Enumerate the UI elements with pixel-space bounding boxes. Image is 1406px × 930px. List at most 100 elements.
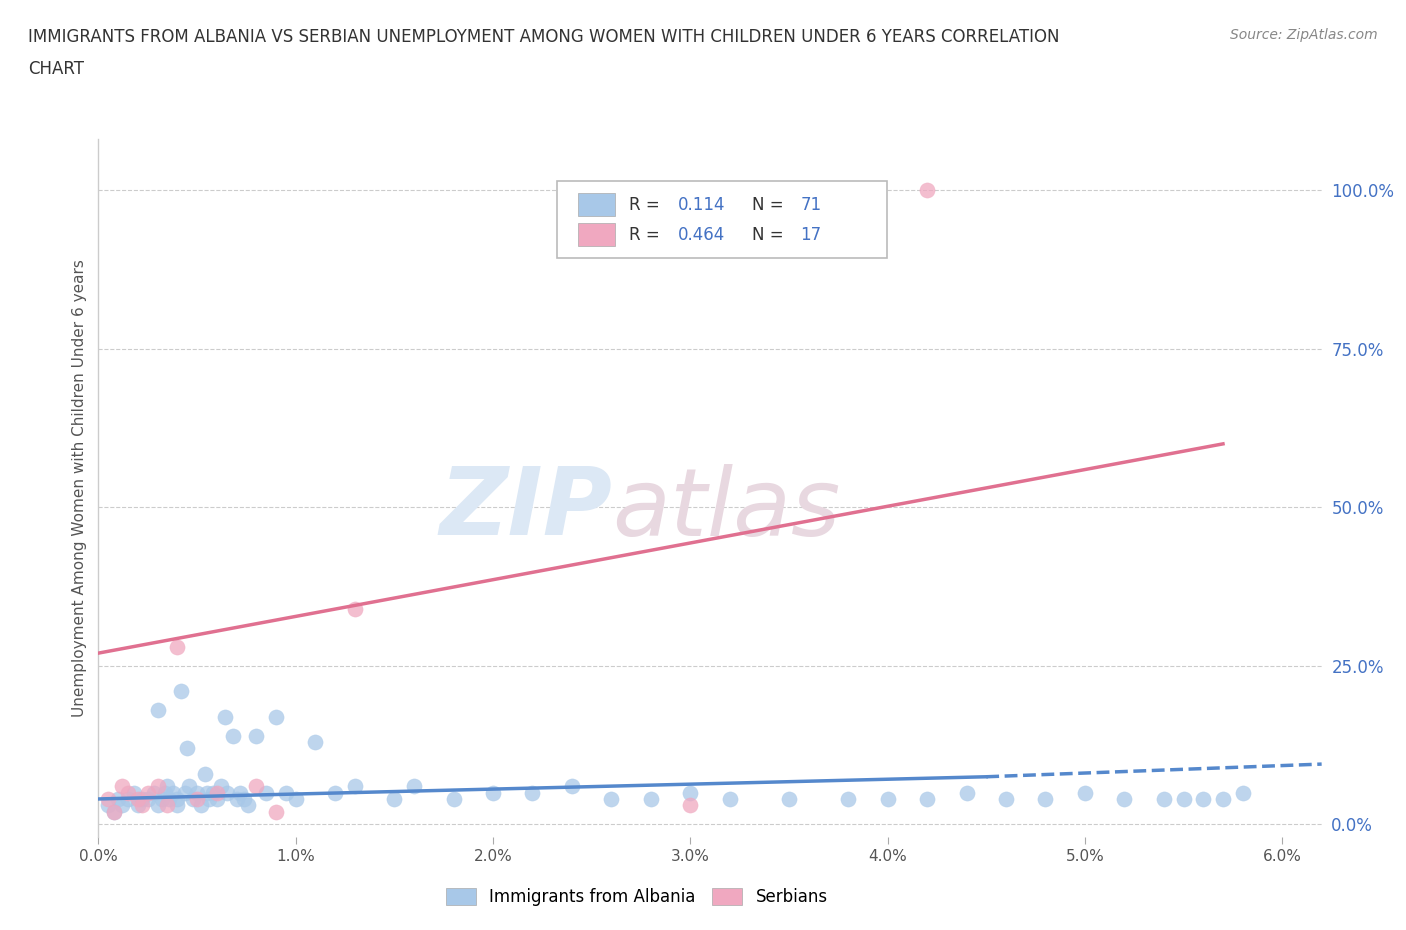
Point (136, 791, 159, 806)
Point (166, 798, 188, 813)
Legend: Immigrants from Albania, Serbians: Immigrants from Albania, Serbians (439, 881, 834, 912)
Point (159, 791, 181, 806)
Point (955, 785, 977, 800)
Point (166, 791, 188, 806)
Text: CHART: CHART (28, 60, 84, 78)
Point (876, 791, 898, 806)
Point (194, 766, 217, 781)
Point (174, 785, 197, 800)
Point (640, 791, 662, 806)
Point (221, 728, 243, 743)
Point (600, 791, 623, 806)
Point (190, 798, 212, 813)
Point (186, 785, 208, 800)
Point (382, 791, 405, 806)
Point (97, 791, 120, 806)
Point (131, 798, 153, 813)
Point (915, 183, 938, 198)
Point (117, 785, 139, 800)
Point (205, 791, 228, 806)
Point (1114, 791, 1136, 806)
Point (155, 785, 177, 800)
Point (209, 778, 232, 793)
Point (136, 785, 159, 800)
Point (127, 798, 149, 813)
Point (561, 778, 583, 793)
Point (778, 791, 800, 806)
Point (245, 778, 267, 793)
Point (162, 785, 184, 800)
Point (304, 735, 326, 750)
Bar (578, 223, 614, 246)
Text: 0.114: 0.114 (678, 195, 725, 214)
Point (284, 791, 307, 806)
Point (1192, 791, 1215, 806)
Y-axis label: Unemployment Among Women with Children Under 6 years: Unemployment Among Women with Children U… (72, 259, 87, 717)
Point (186, 791, 208, 806)
Point (103, 804, 125, 819)
Point (146, 703, 169, 718)
Point (229, 785, 252, 800)
Point (443, 791, 465, 806)
Text: atlas: atlas (612, 464, 841, 554)
Text: N =: N = (752, 226, 789, 244)
Text: N =: N = (752, 195, 789, 214)
Point (343, 602, 366, 617)
Point (195, 785, 218, 800)
Point (1212, 791, 1234, 806)
Point (142, 785, 165, 800)
Point (122, 785, 145, 800)
Point (264, 709, 287, 724)
Text: R =: R = (630, 195, 665, 214)
Point (215, 785, 238, 800)
Point (146, 798, 169, 813)
FancyBboxPatch shape (557, 181, 887, 259)
Point (103, 804, 125, 819)
Point (131, 791, 153, 806)
Point (482, 785, 505, 800)
Point (254, 785, 277, 800)
Point (214, 709, 236, 724)
Point (915, 791, 938, 806)
Point (111, 778, 134, 793)
Point (323, 785, 346, 800)
Point (679, 798, 702, 813)
Text: IMMIGRANTS FROM ALBANIA VS SERBIAN UNEMPLOYMENT AMONG WOMEN WITH CHILDREN UNDER : IMMIGRANTS FROM ALBANIA VS SERBIAN UNEMP… (28, 28, 1060, 46)
Text: 0.464: 0.464 (678, 226, 725, 244)
Point (166, 639, 188, 654)
Point (170, 684, 193, 698)
Point (522, 785, 544, 800)
Point (994, 791, 1017, 806)
Point (107, 791, 129, 806)
Point (718, 791, 741, 806)
Point (111, 798, 134, 813)
Text: Source: ZipAtlas.com: Source: ZipAtlas.com (1230, 28, 1378, 42)
Point (181, 791, 204, 806)
Point (117, 791, 139, 806)
Point (205, 785, 228, 800)
Point (150, 791, 173, 806)
Bar (578, 193, 614, 217)
Point (274, 785, 297, 800)
Point (127, 791, 149, 806)
Point (97, 798, 120, 813)
Point (225, 791, 247, 806)
Point (245, 728, 267, 743)
Point (837, 791, 859, 806)
Point (201, 785, 224, 800)
Point (404, 778, 426, 793)
Point (343, 778, 366, 793)
Point (1232, 785, 1254, 800)
Point (156, 778, 179, 793)
Text: 71: 71 (800, 195, 821, 214)
Point (679, 785, 702, 800)
Text: ZIP: ZIP (439, 463, 612, 555)
Point (198, 791, 221, 806)
Point (1035, 791, 1057, 806)
Text: 17: 17 (800, 226, 821, 244)
Point (1173, 791, 1195, 806)
Point (176, 741, 198, 756)
Point (179, 778, 201, 793)
Point (264, 804, 287, 819)
Point (156, 798, 179, 813)
